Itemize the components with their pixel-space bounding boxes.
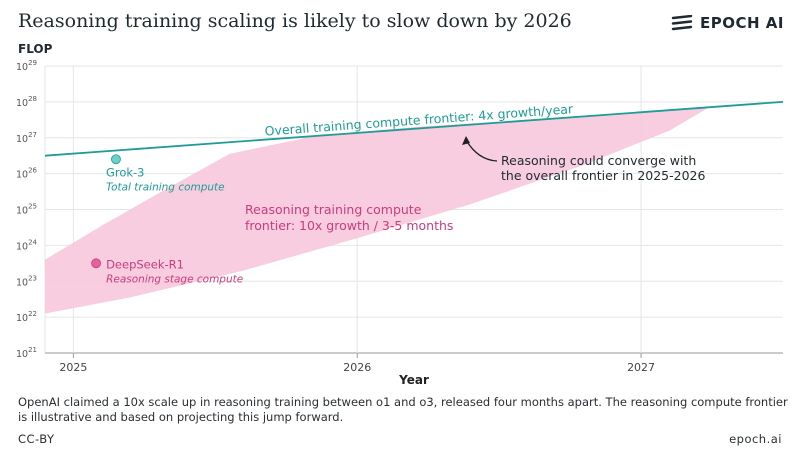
license-label: CC-BY — [18, 432, 55, 446]
x-tick-label: 2027 — [627, 361, 655, 374]
x-tick-label: 2026 — [343, 361, 371, 374]
data-points: Grok-3 Total training compute DeepSeek-R1 R… — [91, 154, 243, 285]
epoch-logo-icon — [671, 15, 693, 31]
data-point-label: DeepSeek-R1 — [106, 257, 184, 271]
data-point-sublabel: Reasoning stage compute — [106, 273, 243, 285]
x-tick-label: 2025 — [59, 361, 87, 374]
chart-caption: OpenAI claimed a 10x scale up in reasoni… — [18, 395, 788, 424]
y-tick-label: 1029 — [16, 59, 37, 73]
annotation-line1: Reasoning could converge with — [501, 153, 696, 168]
reasoning-frontier-label-line1: Reasoning training compute — [245, 202, 422, 217]
data-point-sublabel: Total training compute — [106, 181, 225, 193]
site-link[interactable]: epoch.ai — [729, 432, 782, 446]
y-tick-label: 1022 — [16, 310, 37, 324]
epoch-ai-logo[interactable]: EPOCH AI — [671, 14, 784, 32]
overall-frontier-line — [44, 100, 784, 157]
y-tick-labels: 1021 1022 1023 1024 1025 1026 1027 1028 1029 — [16, 59, 38, 360]
y-tick-label: 1023 — [16, 274, 37, 288]
data-point-label: Grok-3 — [106, 165, 145, 179]
y-tick-label: 1024 — [16, 238, 38, 252]
y-tick-label: 1026 — [16, 167, 38, 181]
chart-area: 1021 1022 1023 1024 1025 1026 1027 1028 1029 202… — [16, 59, 784, 387]
data-point-grok-3[interactable] — [111, 154, 121, 165]
x-tick-labels: 2025 2026 2027 — [59, 361, 655, 374]
logo-text: EPOCH AI — [700, 14, 784, 32]
y-tick-label: 1028 — [16, 95, 37, 109]
chart-title: Reasoning training scaling is likely to … — [18, 10, 572, 32]
reasoning-frontier-label-line2: frontier: 10x growth / 3-5 months — [245, 218, 453, 233]
annotation-line2: the overall frontier in 2025-2026 — [501, 168, 706, 183]
y-axis-unit-label: FLOP — [18, 42, 53, 56]
annotation-arrowhead — [462, 136, 470, 145]
y-tick-label: 1027 — [16, 131, 37, 145]
y-tick-label: 1021 — [16, 346, 37, 360]
data-point-deepseek-r1[interactable] — [91, 258, 101, 269]
reasoning-frontier-band — [45, 107, 710, 314]
x-axis-label: Year — [398, 373, 429, 387]
y-tick-label: 1025 — [16, 203, 37, 217]
